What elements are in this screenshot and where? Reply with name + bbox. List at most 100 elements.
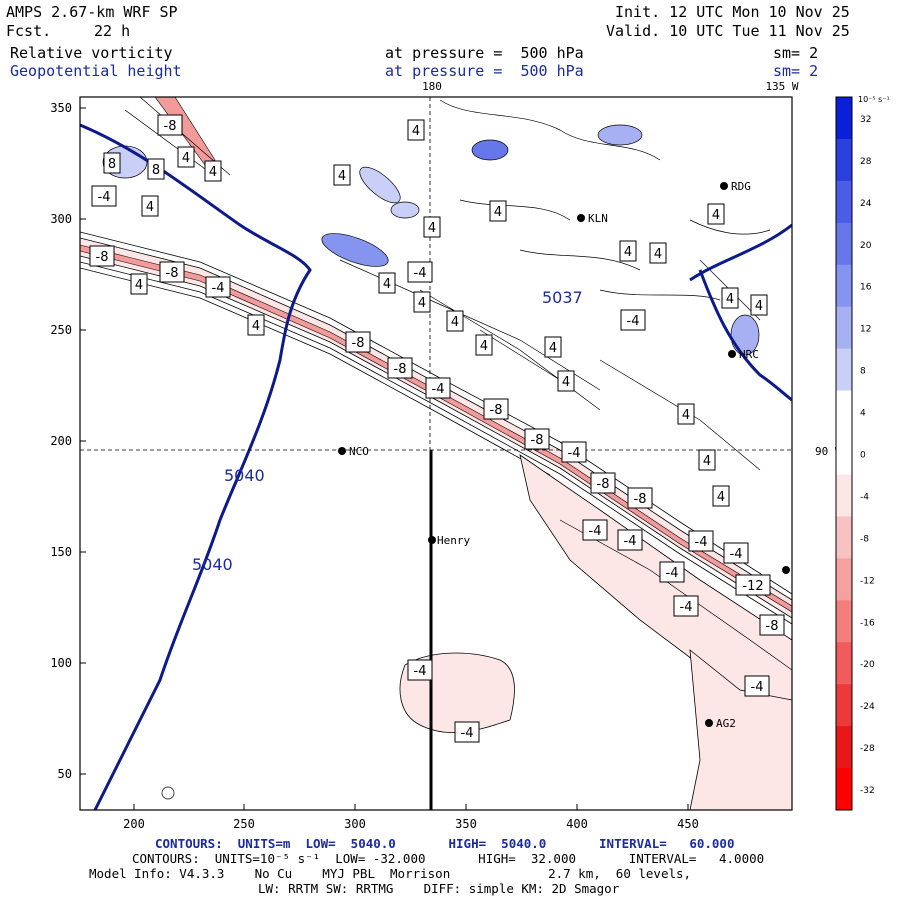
y-tick-label: 250 bbox=[50, 323, 72, 337]
forecast-label: Fcst. bbox=[6, 22, 52, 40]
pos-contour-label: 4 bbox=[549, 341, 557, 356]
pos-contour-label-box bbox=[698, 449, 716, 471]
station-label: Henry bbox=[437, 534, 470, 547]
station-marker bbox=[720, 182, 728, 190]
neg-contour-label: -4 bbox=[627, 314, 640, 329]
neg-contour-label-box bbox=[407, 659, 433, 681]
y-tick-label: 50 bbox=[58, 767, 72, 781]
neg-contour-label-box bbox=[561, 441, 587, 463]
colorbar-swatch bbox=[836, 390, 852, 434]
pos-vorticity-patch bbox=[321, 233, 389, 267]
pos-contour-label-box bbox=[677, 403, 695, 425]
colorbar-swatch bbox=[836, 516, 852, 559]
neg-contour-label-box bbox=[159, 261, 185, 283]
height-label: 5040 bbox=[192, 555, 233, 574]
neg-contour-label: -4 bbox=[695, 535, 708, 550]
colorbar-label: 16 bbox=[860, 283, 872, 293]
station-marker bbox=[577, 214, 585, 222]
colorbar-swatch bbox=[836, 306, 852, 350]
station-label: KLN bbox=[588, 212, 608, 225]
colorbar-swatch bbox=[836, 474, 852, 517]
neg-contour-label: -4 bbox=[666, 566, 679, 581]
pos-contour-label: 8 bbox=[152, 163, 160, 178]
field1-name: Relative vorticity bbox=[10, 44, 173, 62]
x-tick-label: 250 bbox=[233, 817, 255, 831]
pos-contour-label: 4 bbox=[209, 165, 217, 180]
neg-contour-label-box bbox=[407, 261, 433, 283]
neg-contour-label-box bbox=[627, 487, 653, 509]
neg-contour-label: -4 bbox=[730, 547, 743, 562]
neg-contour-label-box bbox=[659, 561, 685, 583]
pos-contour-label-box bbox=[649, 242, 667, 264]
station-label: AG2 bbox=[716, 717, 736, 730]
pos-contour-label: 4 bbox=[383, 277, 391, 292]
station-marker bbox=[705, 719, 713, 727]
field1-smooth: sm= 2 bbox=[773, 44, 819, 62]
station-marker bbox=[728, 350, 736, 358]
colorbar-unit: 10⁻⁵ s⁻¹ bbox=[858, 95, 890, 104]
neg-contour-label-box bbox=[688, 530, 714, 552]
colorbar-swatch bbox=[836, 348, 852, 392]
pos-contour-label-box bbox=[141, 195, 159, 217]
lon-label-90w: 90 W bbox=[815, 445, 842, 458]
station-marker bbox=[338, 447, 346, 455]
height-label: 5037 bbox=[542, 288, 583, 307]
pos-contour-label: 4 bbox=[480, 339, 488, 354]
pos-contour-label-box bbox=[712, 485, 730, 507]
neg-vorticity-region bbox=[689, 649, 792, 810]
neg-contour-label-box bbox=[425, 377, 451, 399]
colorbar-swatch bbox=[836, 180, 852, 224]
footer-physics: LW: RRTM SW: RRTMG DIFF: simple KM: 2D S… bbox=[258, 881, 620, 896]
pos-contour-label: 4 bbox=[418, 296, 426, 311]
neg-contour-label-box bbox=[590, 472, 616, 494]
station-marker bbox=[428, 536, 436, 544]
neg-contour-label: -4 bbox=[624, 534, 637, 549]
colorbar-label: -12 bbox=[860, 576, 875, 586]
field1-level: at pressure = 500 hPa bbox=[385, 44, 584, 62]
neg-contour-label: -4 bbox=[751, 680, 764, 695]
colorbar-swatch bbox=[836, 684, 852, 727]
station-marker bbox=[782, 566, 790, 574]
neg-contour-label-box bbox=[345, 331, 371, 353]
neg-contour-label: -4 bbox=[414, 266, 427, 281]
pos-contour-label: 4 bbox=[146, 200, 154, 215]
neg-contour-label-box bbox=[387, 357, 413, 379]
pos-contour-label-box bbox=[750, 294, 768, 316]
colorbar-swatch bbox=[836, 97, 852, 140]
footer-contours-height: CONTOURS: UNITS=m LOW= 5040.0 HIGH= 5040… bbox=[155, 836, 735, 851]
neg-contour-label-box bbox=[620, 309, 646, 331]
pos-contour-label-box bbox=[721, 287, 739, 309]
pos-contour-label: 4 bbox=[562, 375, 570, 390]
neg-contour-label-box bbox=[759, 614, 785, 636]
x-tick-label: 350 bbox=[455, 817, 477, 831]
x-tick-label: 300 bbox=[344, 817, 366, 831]
contour-line bbox=[80, 261, 792, 625]
neg-contour-label-box bbox=[723, 542, 749, 564]
pos-contour-label-box bbox=[378, 272, 396, 294]
neg-contour-label: -8 bbox=[166, 266, 179, 281]
neg-contour-label-box bbox=[673, 595, 699, 617]
colorbar-label: 4 bbox=[860, 409, 866, 419]
colorbar-swatch bbox=[836, 264, 852, 308]
forecast-hour: 22 h bbox=[94, 22, 131, 40]
field2-name: Geopotential height bbox=[10, 62, 182, 80]
neg-contour-label: -4 bbox=[461, 726, 474, 741]
neg-contour-label-box bbox=[89, 245, 115, 267]
pos-contour-label: 4 bbox=[135, 278, 143, 293]
contour-loop bbox=[161, 786, 175, 800]
neg-contour-label-box bbox=[454, 721, 480, 743]
pos-contour-label: 4 bbox=[703, 454, 711, 469]
neg-contour-label: -8 bbox=[164, 119, 177, 134]
pos-contour-label-box bbox=[544, 336, 562, 358]
neg-contour-label-box bbox=[524, 428, 550, 450]
field2-smooth: sm= 2 bbox=[773, 62, 819, 80]
neg-contour-label: -8 bbox=[352, 336, 365, 351]
field2-level: at pressure = 500 hPa bbox=[385, 62, 584, 80]
pos-contour-label-box bbox=[475, 334, 493, 356]
colorbar-label: -16 bbox=[860, 618, 875, 628]
pos-contour-label-box bbox=[177, 146, 195, 168]
neg-contour-label: -4 bbox=[432, 382, 445, 397]
neg-contour-label: -8 bbox=[634, 492, 647, 507]
pos-contour-label-box bbox=[423, 216, 441, 238]
